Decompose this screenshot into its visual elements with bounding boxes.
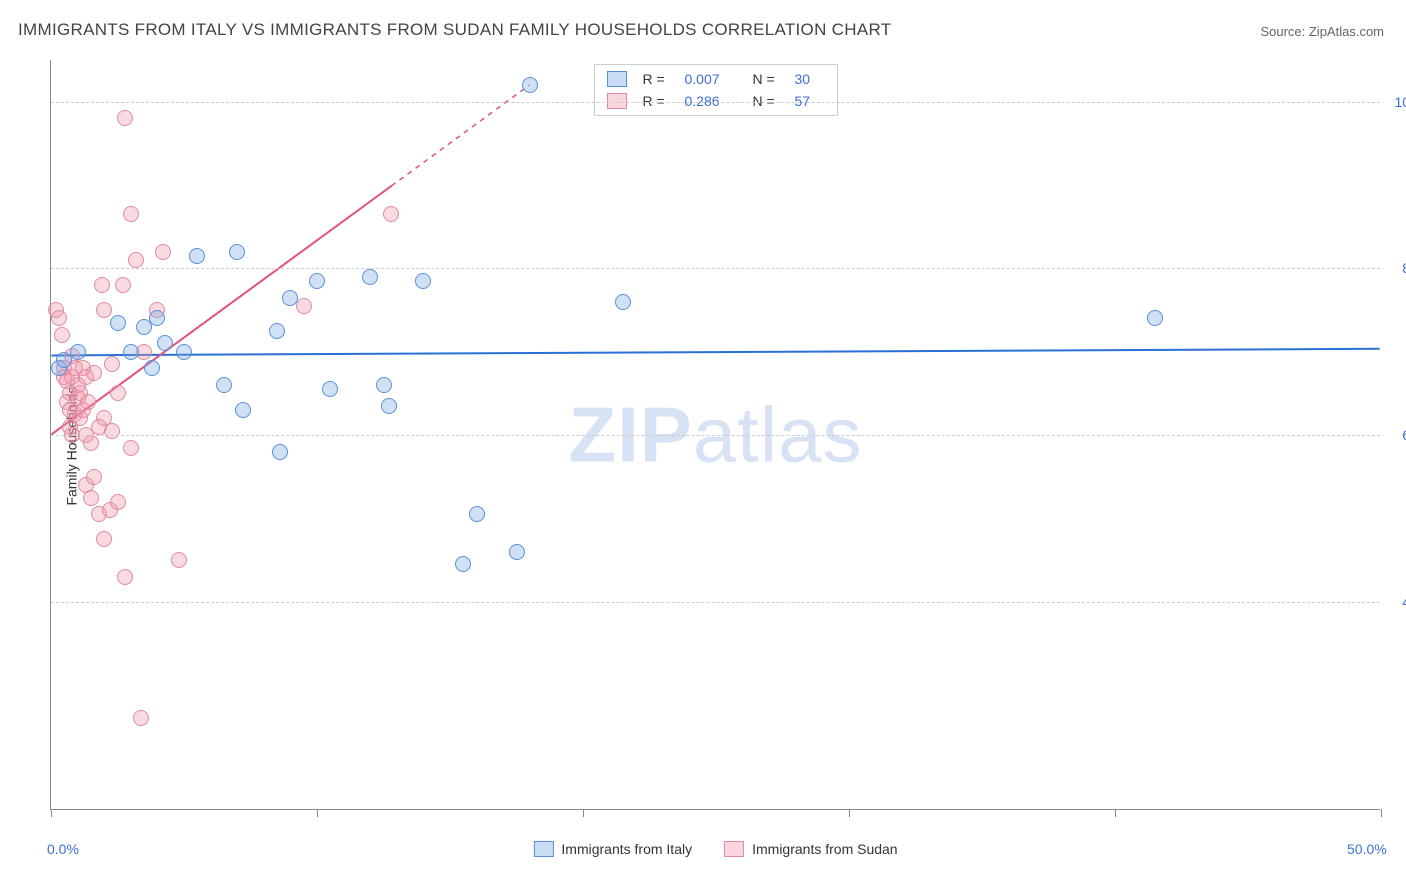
legend-label: Immigrants from Sudan — [752, 841, 898, 857]
scatter-point — [176, 344, 192, 360]
scatter-point — [96, 531, 112, 547]
scatter-point — [110, 315, 126, 331]
legend-item: Immigrants from Italy — [533, 841, 692, 857]
scatter-point — [144, 360, 160, 376]
scatter-point — [171, 552, 187, 568]
scatter-point — [123, 344, 139, 360]
legend-r-label: R = — [643, 71, 677, 87]
scatter-point — [235, 402, 251, 418]
scatter-point — [269, 323, 285, 339]
x-tick — [1381, 809, 1382, 817]
gridline-h — [51, 602, 1380, 603]
scatter-point — [83, 435, 99, 451]
scatter-point — [104, 356, 120, 372]
scatter-point — [189, 248, 205, 264]
y-tick-label: 40.0% — [1402, 594, 1406, 610]
legend-swatch — [533, 841, 553, 857]
x-tick — [317, 809, 318, 817]
y-tick-label: 60.0% — [1402, 427, 1406, 443]
scatter-point — [509, 544, 525, 560]
scatter-point — [296, 298, 312, 314]
scatter-point — [322, 381, 338, 397]
scatter-point — [104, 423, 120, 439]
scatter-point — [309, 273, 325, 289]
legend-swatch — [724, 841, 744, 857]
legend-item: Immigrants from Sudan — [724, 841, 898, 857]
x-tick — [583, 809, 584, 817]
legend-n-value: 30 — [795, 71, 825, 87]
correlation-legend: R =0.007N =30R =0.286N =57 — [594, 64, 838, 116]
scatter-point — [522, 77, 538, 93]
scatter-point — [123, 206, 139, 222]
scatter-point — [282, 290, 298, 306]
chart-title: IMMIGRANTS FROM ITALY VS IMMIGRANTS FROM… — [18, 20, 891, 40]
scatter-point — [86, 469, 102, 485]
x-tick-label: 0.0% — [47, 841, 79, 857]
scatter-point — [133, 710, 149, 726]
scatter-point — [110, 494, 126, 510]
scatter-point — [1147, 310, 1163, 326]
scatter-point — [123, 440, 139, 456]
scatter-point — [615, 294, 631, 310]
y-tick-label: 100.0% — [1395, 94, 1406, 110]
scatter-point — [54, 327, 70, 343]
x-tick — [1115, 809, 1116, 817]
scatter-point — [362, 269, 378, 285]
legend-label: Immigrants from Italy — [561, 841, 692, 857]
scatter-point — [149, 310, 165, 326]
scatter-point — [128, 252, 144, 268]
series-legend: Immigrants from Italy Immigrants from Sud… — [533, 841, 897, 857]
scatter-point — [117, 110, 133, 126]
scatter-point — [381, 398, 397, 414]
scatter-point — [83, 490, 99, 506]
scatter-point — [383, 206, 399, 222]
legend-swatch — [607, 71, 627, 87]
scatter-point — [70, 344, 86, 360]
scatter-point — [94, 277, 110, 293]
gridline-h — [51, 102, 1380, 103]
x-tick — [849, 809, 850, 817]
scatter-point — [80, 394, 96, 410]
source-label: Source: ZipAtlas.com — [1260, 24, 1384, 39]
scatter-point — [272, 444, 288, 460]
scatter-point — [115, 277, 131, 293]
legend-n-label: N = — [753, 71, 787, 87]
chart-plot-area: ZIPatlas R =0.007N =30R =0.286N =57 Immi… — [50, 60, 1380, 810]
scatter-point — [51, 310, 67, 326]
x-tick-label: 50.0% — [1347, 841, 1387, 857]
scatter-point — [110, 385, 126, 401]
scatter-point — [415, 273, 431, 289]
scatter-point — [155, 244, 171, 260]
gridline-h — [51, 268, 1380, 269]
scatter-point — [229, 244, 245, 260]
y-tick-label: 80.0% — [1402, 260, 1406, 276]
scatter-point — [216, 377, 232, 393]
scatter-point — [455, 556, 471, 572]
gridline-h — [51, 435, 1380, 436]
scatter-point — [469, 506, 485, 522]
scatter-point — [96, 302, 112, 318]
scatter-point — [117, 569, 133, 585]
scatter-point — [86, 365, 102, 381]
legend-r-value: 0.007 — [685, 71, 745, 87]
scatter-point — [376, 377, 392, 393]
scatter-point — [157, 335, 173, 351]
x-tick — [51, 809, 52, 817]
